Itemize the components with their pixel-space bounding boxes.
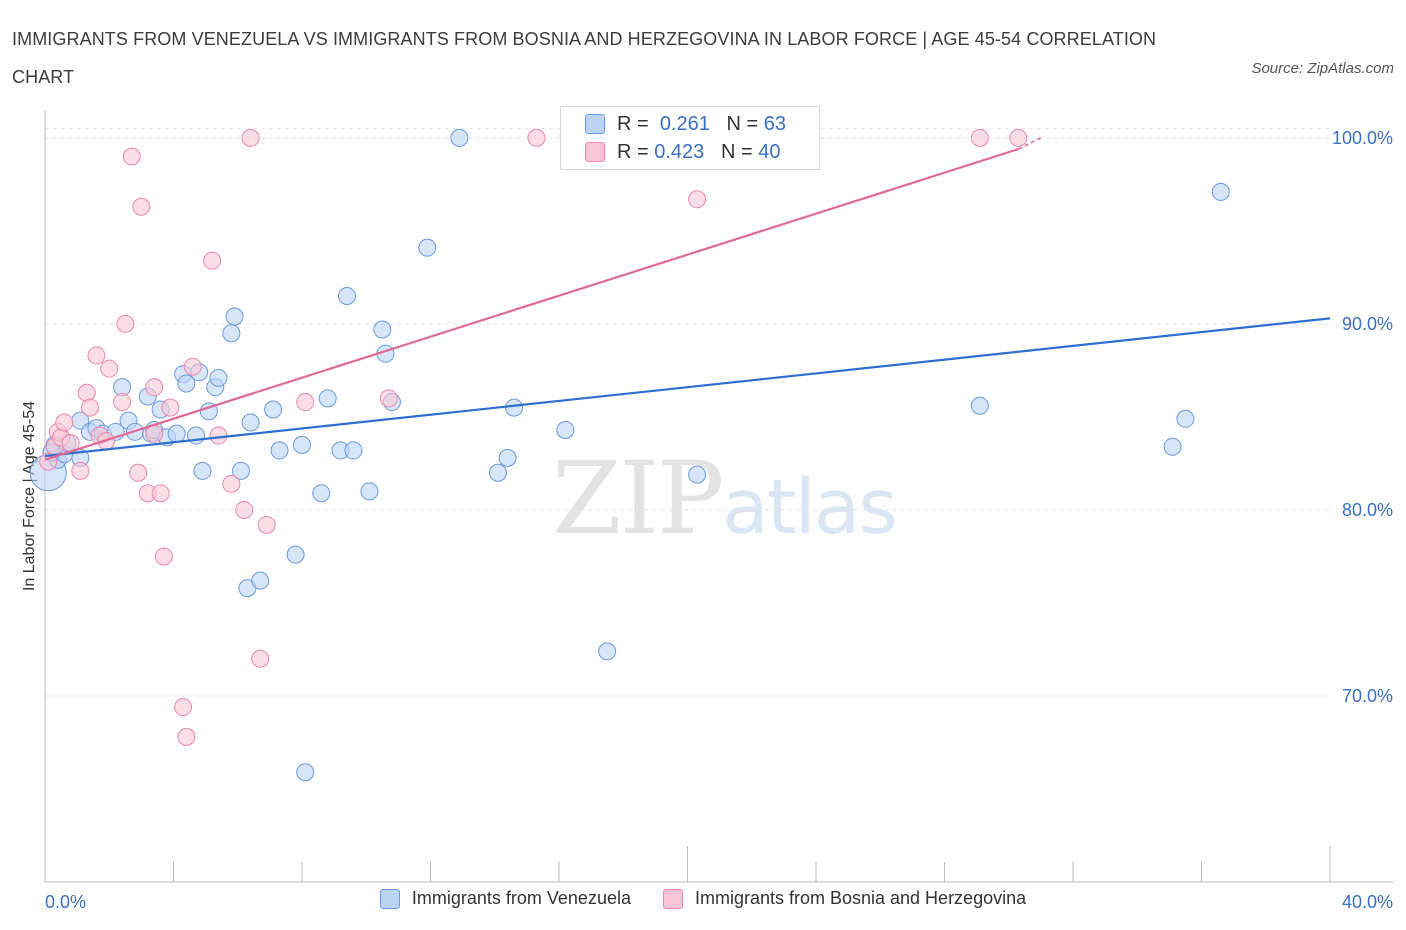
venezuela-point: [231, 461, 250, 480]
bosnia-point: [296, 393, 315, 412]
bosnia-point: [241, 128, 260, 147]
bosnia-point: [87, 346, 106, 365]
bosnia-point: [209, 426, 228, 445]
y-tick-label: 100.0%: [1332, 128, 1393, 148]
venezuela-point: [498, 448, 517, 467]
venezuela-point: [598, 642, 617, 661]
venezuela-point: [296, 763, 315, 782]
bosnia-legend-swatch: [662, 888, 683, 909]
y-tick-label: 70.0%: [1342, 686, 1393, 706]
bosnia-point: [970, 128, 989, 147]
venezuela-point: [318, 389, 337, 408]
y-axis-label: In Labor Force | Age 45-54: [21, 401, 38, 591]
venezuela-point: [167, 424, 186, 443]
n-value: 63: [763, 112, 787, 135]
watermark: ZIPatlas: [552, 440, 898, 557]
bosnia-point: [80, 398, 99, 417]
bosnia-point: [113, 393, 132, 412]
bosnia-point: [161, 398, 180, 417]
legend-item-venezuela: Immigrants from Venezuela: [379, 888, 631, 909]
bosnia-point: [235, 500, 254, 519]
venezuela-point: [373, 320, 392, 339]
bosnia-point: [100, 359, 119, 378]
venezuela-point: [286, 545, 305, 564]
venezuela-point: [251, 571, 270, 590]
bosnia-point: [77, 383, 96, 402]
n-label: N =: [726, 112, 759, 135]
venezuela-point: [1211, 182, 1230, 201]
bosnia-point: [257, 515, 276, 534]
stats-legend-row-venezuela: R = 0.261 N = 63: [585, 110, 786, 138]
venezuela-point: [505, 398, 524, 417]
venezuela-point: [360, 482, 379, 501]
y-tick-label: 90.0%: [1342, 314, 1393, 334]
bosnia-point: [177, 727, 196, 746]
venezuela-point: [209, 368, 228, 387]
bosnia-point: [116, 314, 135, 333]
bosnia-trendline: [44, 148, 1019, 461]
venezuela-point: [688, 465, 707, 484]
r-value: 0.261: [659, 112, 710, 135]
venezuela-point: [270, 441, 289, 460]
bosnia-point: [527, 128, 546, 147]
bosnia-point: [154, 547, 173, 566]
bosnia-point: [183, 357, 202, 376]
r-value: 0.423: [654, 140, 705, 163]
x-tick-label-min: 0.0%: [45, 892, 86, 912]
legend-item-bosnia: Immigrants from Bosnia and Herzegovina: [662, 888, 1027, 909]
venezuela-point: [222, 324, 241, 343]
venezuela-point: [225, 307, 244, 326]
venezuela-point: [418, 238, 437, 257]
venezuela-point: [1176, 409, 1195, 428]
venezuela-point: [970, 396, 989, 415]
bosnia-point: [1009, 128, 1028, 147]
bosnia-point: [151, 484, 170, 503]
venezuela-point: [193, 461, 212, 480]
legend-label-bosnia: Immigrants from Bosnia and Herzegovina: [694, 888, 1027, 908]
x-tick-label-max: 40.0%: [1342, 892, 1393, 912]
venezuela-point: [293, 435, 311, 454]
series-legend: Immigrants from Venezuela Immigrants fro…: [0, 888, 1406, 909]
watermark-zip: ZIP: [552, 440, 724, 557]
bosnia-point: [379, 389, 398, 408]
venezuela-point: [556, 420, 575, 439]
venezuela-point: [177, 374, 196, 393]
venezuela-point: [450, 128, 469, 147]
bosnia-point: [688, 190, 707, 209]
source-label: Source: ZipAtlas.com: [1251, 60, 1394, 77]
bosnia-point: [251, 649, 270, 668]
bosnia-point: [71, 461, 90, 480]
venezuela-point: [264, 400, 283, 419]
n-label: N =: [720, 140, 753, 163]
stats-legend: R = 0.261 N = 63 R = 0.423 N = 40: [560, 106, 820, 170]
bosnia-point: [122, 147, 141, 166]
r-label: R =: [617, 112, 649, 135]
venezuela-swatch: [585, 114, 605, 134]
bosnia-point: [55, 413, 74, 432]
venezuela-point: [241, 413, 260, 432]
r-label: R =: [617, 140, 649, 163]
venezuela-point: [1163, 437, 1182, 456]
bosnia-point: [203, 251, 222, 270]
stats-legend-row-bosnia: R = 0.423 N = 40: [585, 138, 780, 166]
venezuela-point: [344, 441, 363, 460]
bosnia-point: [145, 378, 164, 397]
venezuela-point: [337, 287, 356, 306]
venezuela-point: [312, 484, 331, 503]
bosnia-point: [174, 698, 193, 717]
venezuela-point: [488, 463, 507, 482]
venezuela-trendline: [44, 317, 1331, 458]
bosnia-point: [129, 463, 148, 482]
legend-label-venezuela: Immigrants from Venezuela: [411, 888, 631, 908]
bosnia-point: [222, 474, 241, 493]
bosnia-swatch: [585, 142, 605, 162]
venezuela-legend-swatch: [379, 888, 400, 909]
chart-title: IMMIGRANTS FROM VENEZUELA VS IMMIGRANTS …: [12, 29, 1157, 87]
n-value: 40: [758, 140, 781, 163]
bosnia-point: [132, 197, 151, 216]
watermark-atlas: atlas: [722, 462, 898, 551]
y-tick-label: 80.0%: [1342, 500, 1393, 520]
